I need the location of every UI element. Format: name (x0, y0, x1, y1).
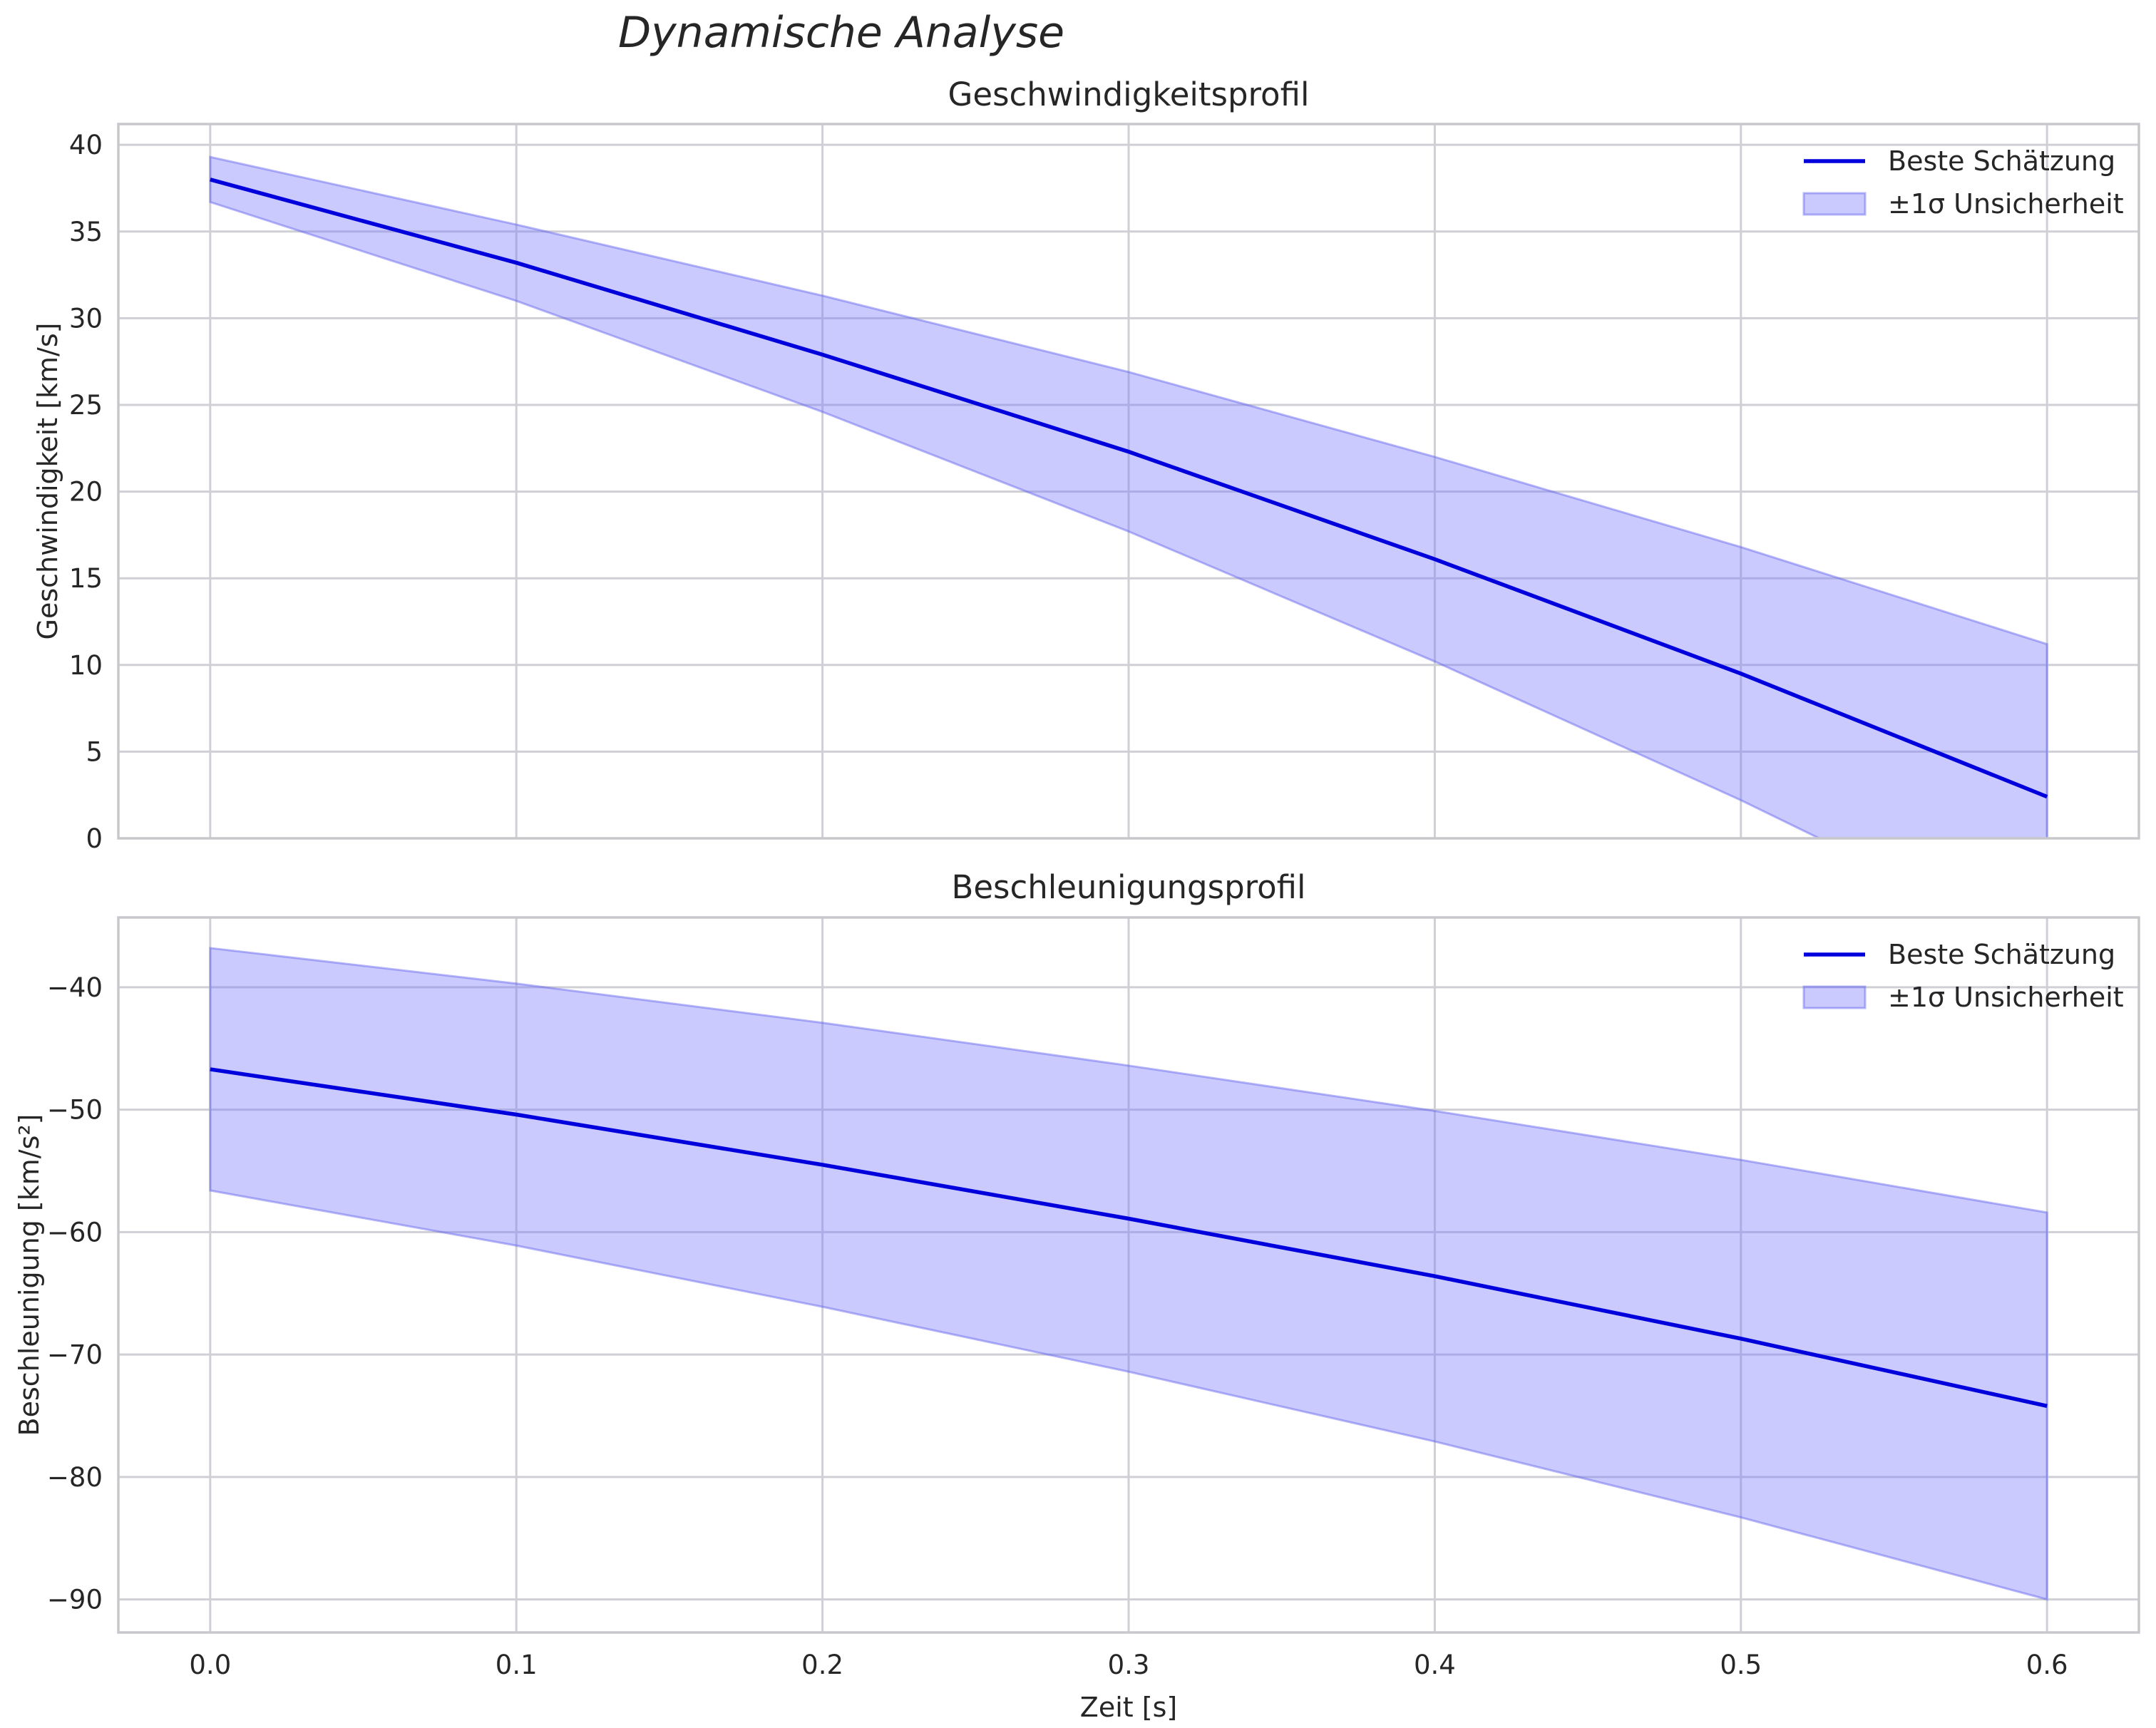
x-tick-label: 0.6 (2026, 1650, 2068, 1680)
x-tick-label: 0.2 (801, 1650, 843, 1680)
y-tick-label: 35 (69, 217, 103, 247)
y-tick-label: 20 (69, 477, 103, 508)
x-tick-label: 0.5 (1720, 1650, 1762, 1680)
legend-label: Beste Schätzung (1888, 939, 2115, 970)
panel-acceleration: Beschleunigungsprofil −90 −80 −70 −60 −50 −40 0… (14, 868, 2140, 1723)
x-tick-label: 0.1 (496, 1650, 538, 1680)
y-tick-label: 15 (69, 563, 103, 594)
legend: Beste Schätzung ±1σ Unsicherheit (1802, 145, 2124, 220)
x-tick-label: 0.4 (1414, 1650, 1456, 1680)
legend-label: Beste Schätzung (1888, 145, 2115, 177)
legend-band-swatch (1802, 192, 1867, 216)
y-tick-label: 10 (69, 650, 103, 681)
y-tick-label: 40 (69, 130, 103, 160)
y-tick-label: −90 (47, 1585, 103, 1615)
panel-velocity: Geschwindigkeitsprofil 0 5 10 15 20 25 30 35 40 Ge… (32, 76, 2140, 854)
axes-frame (117, 916, 2140, 1634)
y-tick-label: 25 (69, 390, 103, 421)
x-axis-label: Zeit [s] (1080, 1692, 1177, 1723)
legend: Beste Schätzung ±1σ Unsicherheit (1802, 939, 2124, 1013)
y-tick-label: −70 (47, 1339, 103, 1370)
uncertainty-band (209, 155, 2048, 838)
y-tick-label: −50 (47, 1095, 103, 1126)
y-tick-label: 5 (86, 736, 103, 767)
x-tick-label: 0.3 (1108, 1650, 1150, 1680)
y-tick-label: −60 (47, 1217, 103, 1248)
y-tick-label: 0 (86, 823, 103, 854)
y-axis-label: Geschwindigkeit [km/s] (32, 323, 63, 640)
y-tick-label: −80 (47, 1462, 103, 1493)
y-tick-label: 30 (69, 303, 103, 334)
legend-band-swatch (1802, 985, 1867, 1009)
x-tick-label: 0.0 (189, 1650, 231, 1680)
y-axis-label: Beschleunigung [km/s²] (14, 1114, 45, 1436)
y-tick-label: −40 (47, 972, 103, 1003)
panel-title: Beschleunigungsprofil (951, 868, 1305, 906)
figure-title: Dynamische Analyse (618, 8, 1064, 58)
uncertainty-band (209, 947, 2048, 1601)
legend-label: ±1σ Unsicherheit (1888, 188, 2124, 220)
axes-frame (117, 123, 2140, 840)
panel-title: Geschwindigkeitsprofil (948, 76, 1310, 113)
legend-label: ±1σ Unsicherheit (1888, 982, 2124, 1013)
